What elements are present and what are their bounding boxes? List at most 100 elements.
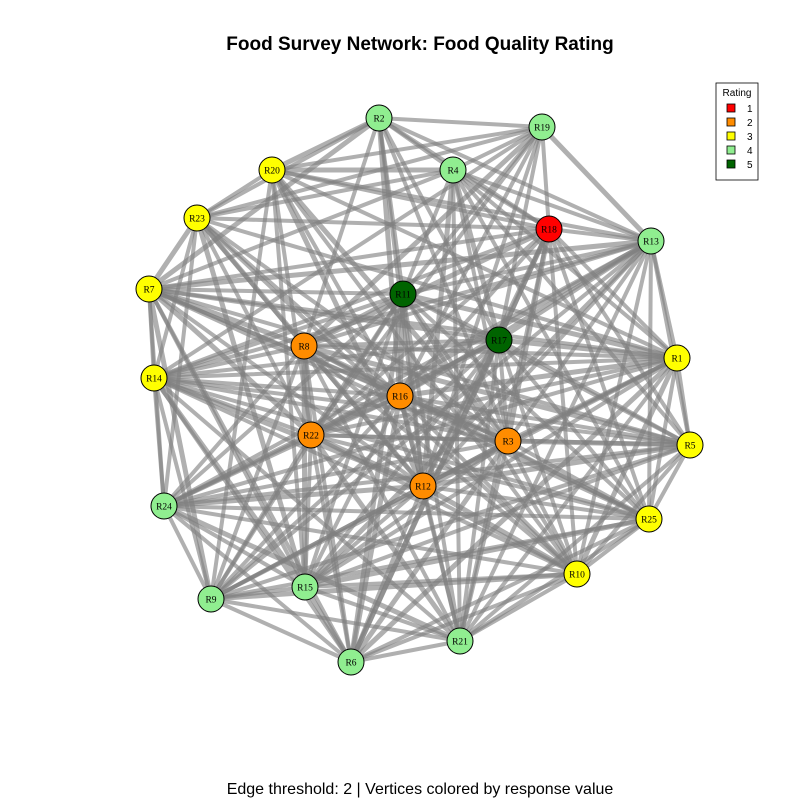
edge-R4-R13: [451, 168, 653, 243]
edge-R1-R16: [397, 355, 680, 399]
node-label: R2: [373, 115, 384, 125]
legend-label: 2: [747, 118, 753, 129]
node-R23[interactable]: R23: [183, 204, 211, 232]
node-R3[interactable]: R3: [494, 427, 522, 455]
node-circle[interactable]: [150, 492, 178, 520]
edge-R15-R6: [302, 584, 354, 665]
edge-R14-R24: [152, 376, 166, 508]
edge-R13-R7: [146, 238, 654, 292]
node-circle[interactable]: [409, 472, 437, 500]
edge-R3-R5: [505, 438, 693, 448]
node-R6[interactable]: R6: [337, 648, 365, 676]
edge-R12-R6: [349, 484, 425, 664]
node-circle[interactable]: [297, 421, 325, 449]
node-R10[interactable]: R10: [563, 560, 591, 588]
node-label: R16: [392, 393, 408, 403]
node-circle[interactable]: [494, 427, 522, 455]
node-R17[interactable]: R17: [485, 326, 513, 354]
node-R22[interactable]: R22: [297, 421, 325, 449]
node-circle[interactable]: [663, 344, 691, 372]
edge-R22-R6: [309, 433, 353, 664]
node-circle[interactable]: [337, 648, 365, 676]
node-R25[interactable]: R25: [635, 505, 663, 533]
edge-R18-R13: [547, 227, 653, 243]
legend-label: 3: [747, 132, 753, 143]
edge-R19-R18: [540, 125, 551, 231]
node-circle[interactable]: [258, 156, 286, 184]
node-R20[interactable]: R20: [258, 156, 286, 184]
edge-R19-R4: [451, 125, 544, 172]
chart-title: Food Survey Network: Food Quality Rating: [226, 34, 613, 55]
edge-R24-R25: [162, 504, 651, 521]
node-R4[interactable]: R4: [439, 156, 467, 184]
legend-item: 1: [726, 103, 753, 115]
node-R13[interactable]: R13: [637, 227, 665, 255]
edge-R4-R23: [195, 168, 455, 220]
node-circle[interactable]: [135, 275, 163, 303]
node-R9[interactable]: R9: [197, 585, 225, 613]
edge-R12-R10: [420, 483, 580, 577]
node-label: R1: [671, 355, 682, 365]
node-circle[interactable]: [183, 204, 211, 232]
node-R8[interactable]: R8: [290, 332, 318, 360]
node-R1[interactable]: R1: [663, 344, 691, 372]
edge-R11-R14: [152, 292, 405, 380]
edge-R1-R5: [675, 356, 692, 447]
node-label: R7: [143, 286, 154, 296]
node-label: R4: [447, 167, 458, 177]
node-circle[interactable]: [485, 326, 513, 354]
node-circle[interactable]: [290, 332, 318, 360]
edge-R5-R9: [209, 443, 692, 601]
node-R16[interactable]: R16: [386, 382, 414, 410]
edge-R24-R10: [162, 504, 579, 576]
node-circle[interactable]: [637, 227, 665, 255]
node-R5[interactable]: R5: [676, 431, 704, 459]
node-circle[interactable]: [389, 280, 417, 308]
node-R21[interactable]: R21: [446, 627, 474, 655]
node-label: R21: [452, 638, 468, 648]
edge-R8-R14: [152, 344, 306, 380]
legend: Rating 1 2 3 4 5: [715, 82, 759, 181]
node-R19[interactable]: R19: [528, 113, 556, 141]
node-R24[interactable]: R24: [150, 492, 178, 520]
node-circle[interactable]: [535, 215, 563, 243]
edge-R5-R21: [458, 443, 692, 643]
edge-R2-R19: [377, 116, 544, 129]
legend-item: 4: [726, 145, 753, 157]
node-circle[interactable]: [563, 560, 591, 588]
edge-R23-R18: [195, 216, 551, 231]
edge-R10-R21: [458, 572, 579, 643]
node-R11[interactable]: R11: [389, 280, 417, 308]
edge-R16-R5: [398, 394, 692, 447]
edge-R24-R15: [162, 504, 307, 589]
node-circle[interactable]: [140, 364, 168, 392]
edge-R15-R21: [303, 585, 462, 643]
edge-R12-R25: [421, 484, 651, 521]
node-label: R3: [502, 438, 513, 448]
edge-R19-R8: [301, 124, 545, 349]
node-label: R14: [146, 375, 162, 385]
node-circle[interactable]: [439, 156, 467, 184]
node-label: R19: [534, 124, 550, 134]
node-circle[interactable]: [446, 627, 474, 655]
node-R7[interactable]: R7: [135, 275, 163, 303]
node-R14[interactable]: R14: [140, 364, 168, 392]
legend-swatch: [726, 145, 736, 155]
node-R12[interactable]: R12: [409, 472, 437, 500]
node-circle[interactable]: [528, 113, 556, 141]
node-circle[interactable]: [365, 104, 393, 132]
node-circle[interactable]: [386, 382, 414, 410]
edge-R13-R3: [506, 239, 653, 443]
edge-R19-R14: [152, 125, 544, 380]
node-circle[interactable]: [291, 573, 319, 601]
node-label: R24: [156, 503, 172, 513]
node-R18[interactable]: R18: [535, 215, 563, 243]
node-R15[interactable]: R15: [291, 573, 319, 601]
edge-R14-R16: [152, 376, 402, 398]
node-layer: R1 R2 R3 R4 R5 R6 R7 R8 R9 R10 R11 R12 R13 R14 R15 R16 R…: [135, 104, 704, 676]
edge-R4-R7: [147, 168, 455, 291]
node-circle[interactable]: [635, 505, 663, 533]
node-circle[interactable]: [197, 585, 225, 613]
node-circle[interactable]: [676, 431, 704, 459]
node-R2[interactable]: R2: [365, 104, 393, 132]
